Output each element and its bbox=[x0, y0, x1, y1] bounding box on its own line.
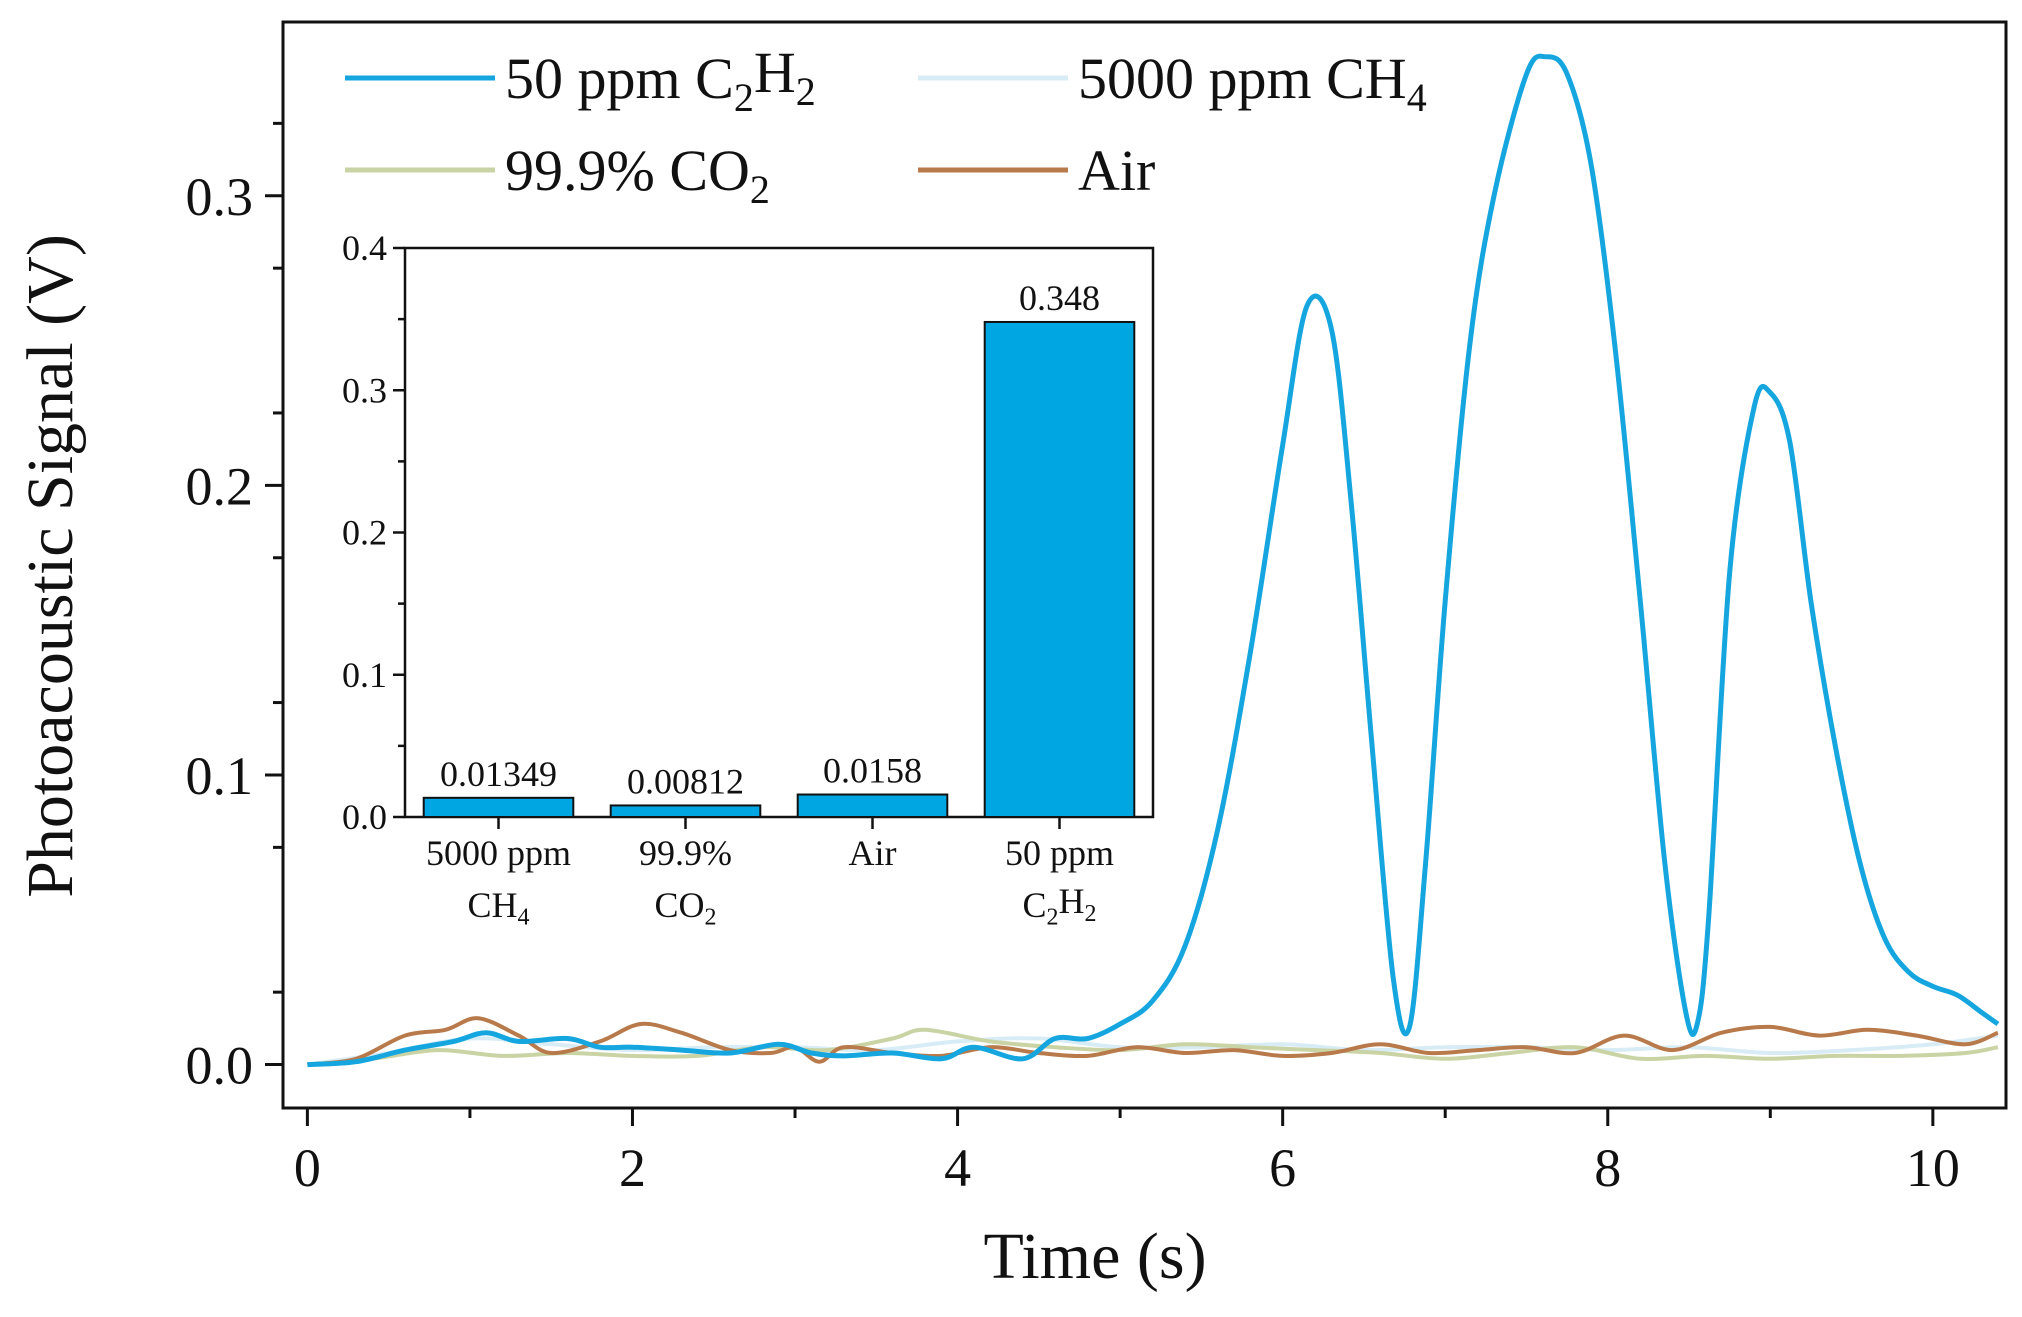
inset-value-label: 0.348 bbox=[1019, 278, 1100, 318]
legend-label: 50 ppm C2H2 bbox=[505, 40, 816, 120]
x-tick-label: 8 bbox=[1594, 1138, 1621, 1198]
inset-category-label-line2: C2H2 bbox=[1022, 881, 1096, 931]
inset-value-label: 0.00812 bbox=[627, 761, 744, 801]
series-line-3 bbox=[307, 1016, 1999, 1067]
inset-category-label: Air bbox=[849, 833, 897, 873]
x-tick-label: 6 bbox=[1269, 1138, 1296, 1198]
y-tick-label: 0.3 bbox=[186, 167, 254, 227]
x-axis-title: Time (s) bbox=[983, 1220, 1206, 1293]
x-tick-label: 10 bbox=[1906, 1138, 1960, 1198]
x-tick-label: 4 bbox=[944, 1138, 971, 1198]
inset-bar bbox=[796, 793, 949, 818]
inset-bar bbox=[983, 320, 1136, 818]
inset-category-label: 5000 ppm bbox=[426, 833, 571, 873]
inset-value-label: 0.0158 bbox=[823, 751, 922, 791]
y-tick-label: 0.0 bbox=[186, 1036, 254, 1096]
y-tick-label: 0.2 bbox=[186, 456, 254, 516]
inset-y-tick-label: 0.4 bbox=[342, 228, 387, 268]
inset-y-tick-label: 0.3 bbox=[342, 370, 387, 410]
inset-value-label: 0.01349 bbox=[440, 754, 557, 794]
legend-label: 99.9% CO2 bbox=[505, 138, 770, 212]
inset-category-label: 99.9% bbox=[639, 833, 732, 873]
inset-bar bbox=[609, 804, 762, 818]
inset-y-tick-label: 0.0 bbox=[342, 797, 387, 837]
y-axis-title: Photoacoustic Signal (V) bbox=[14, 234, 87, 898]
series-line-0 bbox=[307, 53, 2000, 1068]
legend-label: 5000 ppm CH4 bbox=[1078, 46, 1427, 120]
inset-bar bbox=[422, 796, 575, 819]
inset-category-label-line2: CO2 bbox=[654, 885, 716, 931]
plot-frame bbox=[281, 20, 2008, 1110]
inset-category-label-line2: CH4 bbox=[467, 885, 529, 931]
inset-y-tick-label: 0.2 bbox=[342, 513, 387, 553]
inset-y-tick-label: 0.1 bbox=[342, 655, 387, 695]
inset-category-label: 50 ppm bbox=[1005, 833, 1114, 873]
x-tick-label: 2 bbox=[619, 1138, 646, 1198]
legend-label: Air bbox=[1078, 138, 1155, 203]
y-tick-label: 0.1 bbox=[186, 746, 254, 806]
x-tick-label: 0 bbox=[294, 1138, 321, 1198]
